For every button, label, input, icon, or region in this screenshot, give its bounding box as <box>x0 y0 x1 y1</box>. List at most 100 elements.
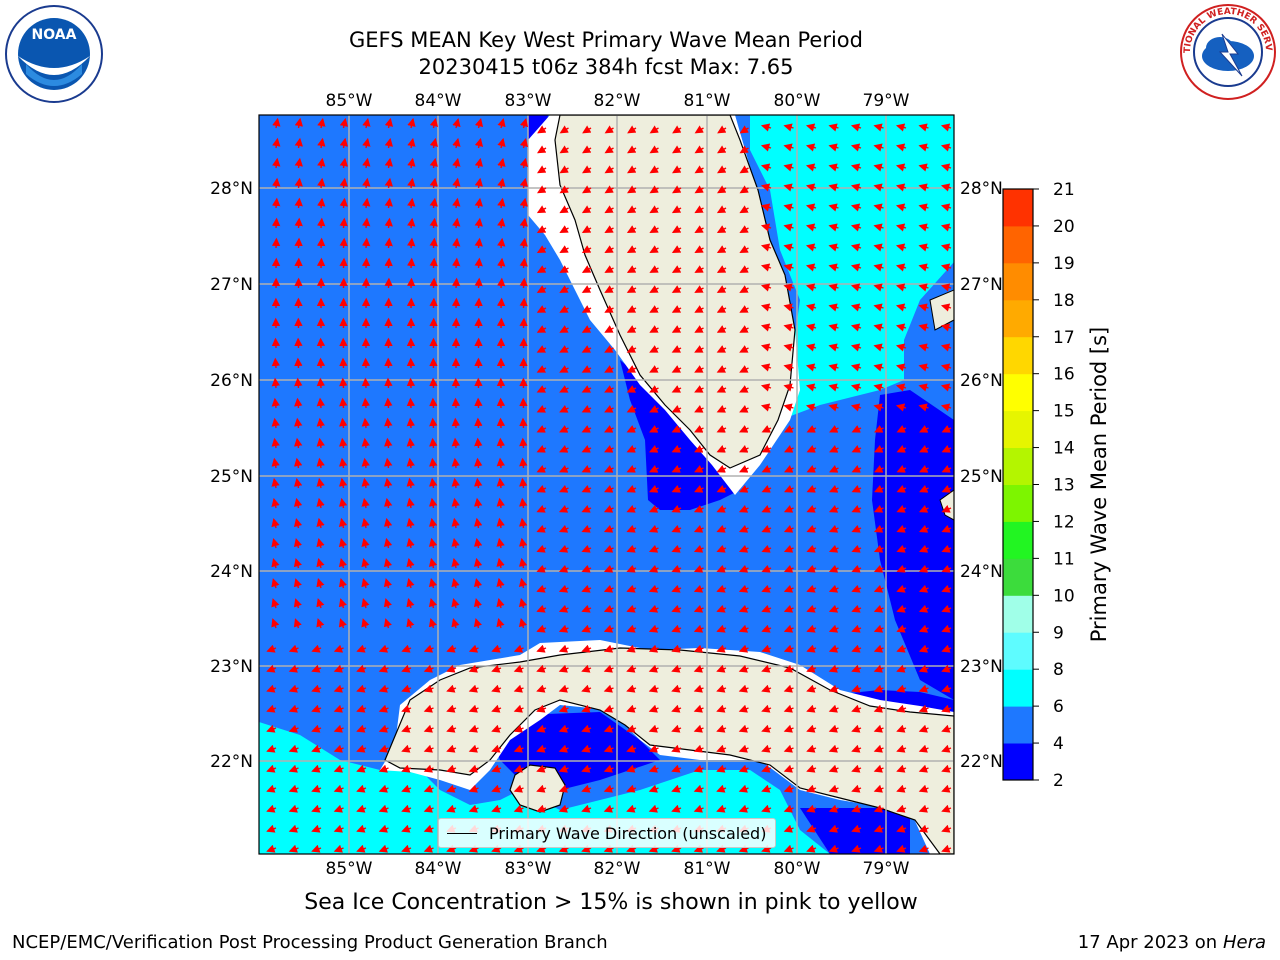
wave-arrow <box>559 425 569 433</box>
wave-arrow <box>271 197 281 209</box>
wave-arrow <box>873 163 884 172</box>
wave-arrow <box>851 664 862 673</box>
wave-arrow <box>603 844 614 853</box>
wave-arrow <box>873 383 884 392</box>
wave-arrow <box>671 844 682 853</box>
wave-arrow <box>378 704 389 713</box>
wave-arrow <box>361 237 371 249</box>
wave-arrow <box>356 724 367 733</box>
wave-arrow <box>761 844 772 853</box>
wave-arrow <box>316 437 325 449</box>
wave-arrow <box>339 217 348 229</box>
wave-arrow <box>581 624 592 633</box>
wave-arrow <box>559 225 569 233</box>
wave-arrow <box>558 504 569 513</box>
wave-arrow <box>918 223 929 232</box>
wave-arrow <box>672 125 682 134</box>
wave-arrow <box>671 744 682 753</box>
wave-arrow <box>738 704 749 713</box>
wave-arrow <box>356 844 367 853</box>
wave-arrow <box>895 343 907 352</box>
wave-arrow <box>603 564 614 573</box>
wave-arrow <box>694 345 704 353</box>
wave-arrow <box>738 804 749 813</box>
wave-arrow <box>919 484 929 493</box>
wave-arrow <box>850 243 862 252</box>
wave-arrow <box>716 345 727 353</box>
wave-arrow <box>581 325 592 333</box>
wave-arrow <box>473 617 482 629</box>
wave-arrow <box>446 804 457 813</box>
wave-arrow <box>896 644 907 653</box>
wave-arrow <box>558 704 569 713</box>
wave-arrow <box>716 664 727 673</box>
wave-arrow <box>536 544 547 553</box>
wave-arrow <box>423 824 434 833</box>
wave-arrow <box>895 163 907 172</box>
wave-arrow <box>333 664 344 673</box>
wave-arrow <box>828 764 839 773</box>
wave-arrow <box>896 604 907 613</box>
wave-arrow <box>828 123 839 132</box>
wave-arrow <box>940 183 952 192</box>
wave-arrow <box>271 578 280 589</box>
wave-arrow <box>940 263 952 272</box>
wave-arrow <box>536 345 547 353</box>
colorbar-segment <box>1003 225 1033 264</box>
wave-arrow <box>288 784 299 793</box>
wave-arrow <box>760 303 772 312</box>
wave-arrow <box>468 744 479 753</box>
lon-tick-label-top: 83°W <box>505 91 552 111</box>
wave-arrow <box>941 624 952 633</box>
wave-arrow <box>626 504 637 513</box>
wave-arrow <box>452 137 461 149</box>
wave-arrow <box>851 644 862 653</box>
wave-arrow <box>423 664 434 673</box>
wave-arrow <box>581 584 592 593</box>
wave-arrow <box>407 157 416 169</box>
noaa-logo: NOAA <box>5 5 103 103</box>
wave-arrow <box>272 137 281 149</box>
wave-arrow <box>895 243 907 252</box>
wave-arrow <box>895 183 907 192</box>
wave-arrow <box>716 365 727 373</box>
wave-arrow <box>383 598 392 609</box>
wave-arrow <box>604 145 614 154</box>
wave-arrow <box>361 437 370 449</box>
wave-arrow <box>294 417 303 429</box>
wave-arrow <box>384 157 393 169</box>
wave-arrow <box>401 724 412 733</box>
wave-arrow <box>429 437 438 449</box>
wave-arrow <box>806 664 817 673</box>
wave-arrow <box>806 524 817 533</box>
wave-arrow <box>452 237 461 249</box>
wave-arrow <box>648 564 659 573</box>
wave-arrow <box>626 225 637 233</box>
wave-arrow <box>406 557 415 569</box>
wave-arrow <box>497 157 506 169</box>
wave-arrow <box>648 744 659 753</box>
wave-arrow <box>918 403 929 412</box>
wave-arrow <box>604 325 614 333</box>
wave-arrow <box>294 237 303 249</box>
wave-arrow <box>378 784 389 793</box>
wave-arrow <box>558 644 569 653</box>
wave-arrow <box>536 385 547 393</box>
wave-arrow <box>716 584 727 593</box>
wave-arrow <box>783 664 794 673</box>
wave-arrow <box>626 664 637 673</box>
wave-arrow <box>806 764 817 773</box>
wave-arrow <box>362 157 371 169</box>
wave-arrow <box>316 557 325 569</box>
wave-arrow <box>941 704 952 713</box>
wave-arrow <box>828 223 839 232</box>
wave-arrow <box>361 598 370 609</box>
wave-arrow <box>288 804 299 813</box>
wave-arrow <box>873 844 884 853</box>
wave-arrow <box>761 425 772 433</box>
wave-arrow <box>361 257 371 269</box>
wave-arrow <box>626 305 637 313</box>
wave-arrow <box>738 624 749 633</box>
wave-arrow <box>518 557 528 569</box>
wave-arrow <box>671 285 682 293</box>
